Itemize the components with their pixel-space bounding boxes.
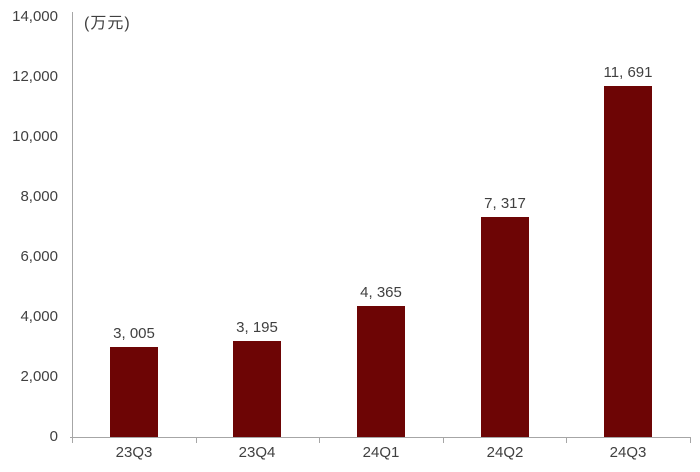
y-axis-unit-label: (万元) [84, 15, 131, 32]
x-category-label: 23Q3 [115, 444, 153, 461]
bar [110, 346, 158, 437]
bar-value-label: 11, 691 [603, 64, 653, 82]
x-category-label: 24Q3 [609, 444, 647, 461]
y-tick-label: 6,000 [20, 248, 58, 265]
bar-value-label: 4, 365 [360, 284, 402, 302]
x-tick-mark [72, 438, 73, 443]
bar [481, 217, 529, 437]
bar [604, 86, 652, 437]
bar [357, 306, 405, 437]
x-category-label: 23Q4 [238, 444, 276, 461]
y-axis-line [72, 12, 73, 437]
x-axis-line [70, 437, 691, 438]
y-tick-label: 12,000 [12, 68, 58, 85]
y-tick-label: 10,000 [12, 128, 58, 145]
x-tick-mark [566, 438, 567, 443]
y-tick-label: 0 [49, 428, 58, 445]
x-tick-mark [690, 438, 691, 443]
x-tick-mark [319, 438, 320, 443]
y-tick-label: 2,000 [20, 368, 58, 385]
y-tick-label: 4,000 [20, 308, 58, 325]
x-tick-mark [196, 438, 197, 443]
y-tick-label: 14,000 [12, 8, 58, 25]
x-category-label: 24Q2 [486, 444, 524, 461]
bar [233, 341, 281, 437]
x-category-label: 24Q1 [362, 444, 400, 461]
x-tick-mark [443, 438, 444, 443]
bar-value-label: 3, 195 [236, 319, 278, 337]
bar-value-label: 7, 317 [484, 195, 526, 213]
y-tick-label: 8,000 [20, 188, 58, 205]
bar-value-label: 3, 005 [113, 324, 155, 342]
